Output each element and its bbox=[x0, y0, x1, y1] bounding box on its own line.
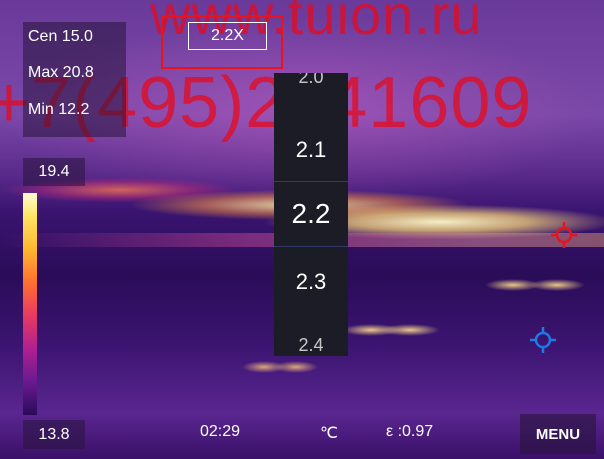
color-scale-bar bbox=[23, 193, 37, 415]
scale-min-value: 13.8 bbox=[23, 420, 85, 449]
cold-spot-crosshair-icon bbox=[530, 327, 556, 353]
zoom-highlight-box bbox=[161, 15, 283, 69]
zoom-level-label[interactable]: 2.2X bbox=[188, 22, 267, 50]
zoom-option[interactable]: 2.0 bbox=[298, 73, 324, 87]
min-temp: Min 12.2 bbox=[28, 101, 90, 118]
temperature-unit[interactable]: ℃ bbox=[320, 425, 338, 442]
menu-button[interactable]: MENU bbox=[520, 414, 596, 454]
emissivity-value[interactable]: ε :0.97 bbox=[386, 423, 434, 440]
hot-spot-crosshair-icon bbox=[551, 222, 577, 248]
zoom-selection-frame bbox=[274, 181, 348, 247]
measurement-panel: Cen 15.0 Max 20.8 Min 12.2 bbox=[23, 22, 126, 137]
scale-max-value: 19.4 bbox=[23, 158, 85, 186]
zoom-option[interactable]: 2.3 bbox=[295, 269, 327, 294]
max-temp: Max 20.8 bbox=[28, 64, 94, 81]
watermark-url: www.tuion.ru bbox=[150, 0, 483, 46]
zoom-option-selected[interactable]: 2.2 bbox=[291, 198, 331, 229]
center-temp: Cen 15.0 bbox=[28, 28, 93, 45]
clock-time: 02:29 bbox=[200, 423, 241, 440]
zoom-option[interactable]: 2.4 bbox=[298, 335, 324, 355]
zoom-picker[interactable]: 2.0 2.1 2.2 2.3 2.4 bbox=[274, 73, 348, 356]
zoom-option[interactable]: 2.1 bbox=[295, 137, 327, 162]
